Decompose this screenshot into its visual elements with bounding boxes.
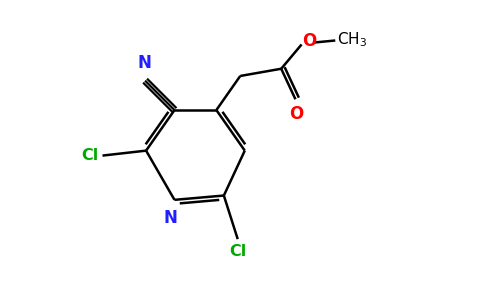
Text: Cl: Cl	[229, 244, 246, 259]
Text: Cl: Cl	[81, 148, 99, 163]
Text: N: N	[137, 54, 151, 72]
Text: N: N	[164, 209, 178, 227]
Text: O: O	[302, 32, 317, 50]
Text: O: O	[289, 105, 303, 123]
Text: CH$_3$: CH$_3$	[337, 30, 367, 49]
